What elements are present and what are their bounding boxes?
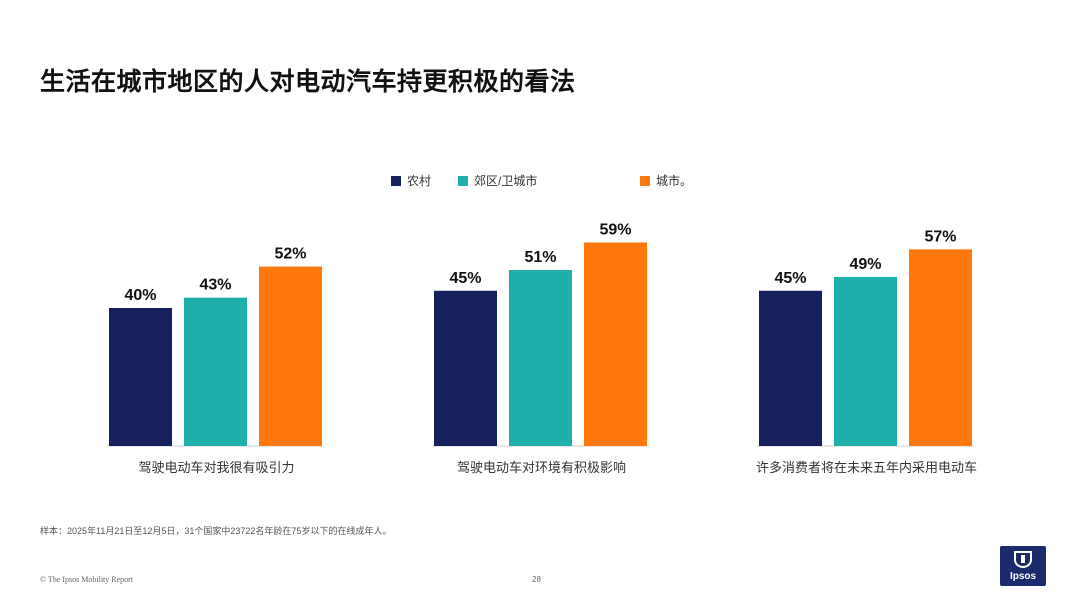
legend-swatch-urban <box>640 175 650 186</box>
legend-item-urban: 城市。 <box>640 172 692 189</box>
ipsos-logo: Ipsos <box>1000 546 1046 586</box>
legend-item-suburban: 郊区/卫城市 <box>458 172 537 189</box>
bar-suburban-1 <box>509 270 572 446</box>
data-label-urban-2: 57% <box>924 228 956 245</box>
bar-rural-2 <box>759 290 822 446</box>
page-title: 生活在城市地区的人对电动汽车持更积极的看法 <box>40 68 576 96</box>
legend-swatch-rural <box>391 175 401 186</box>
bar-urban-1 <box>584 242 647 446</box>
legend-item-rural: 农村 <box>391 172 431 189</box>
legend: 农村 郊区/卫城市 城市。 <box>0 172 1080 192</box>
category-label-0: 驾驶电动车对我很有吸引力 <box>138 460 294 475</box>
legend-label-suburban: 郊区/卫城市 <box>474 174 538 188</box>
bar-urban-0 <box>259 266 322 446</box>
data-label-urban-0: 52% <box>274 246 306 263</box>
data-label-suburban-2: 49% <box>849 256 881 273</box>
category-label-2: 许多消费者将在未来五年内采用电动车 <box>756 460 977 475</box>
data-label-urban-1: 59% <box>599 221 631 238</box>
legend-swatch-suburban <box>458 175 468 186</box>
bar-suburban-2 <box>834 276 897 446</box>
page-number: 28 <box>532 575 541 584</box>
legend-label-urban: 城市。 <box>656 174 693 188</box>
data-label-suburban-0: 43% <box>199 277 231 294</box>
legend-label-rural: 农村 <box>407 174 432 188</box>
bar-suburban-0 <box>184 297 247 446</box>
ipsos-logo-text: Ipsos <box>1009 571 1037 582</box>
source-note: 样本：2025年11月21日至12月5日，31个国家中23722名年龄在75岁以… <box>40 526 392 536</box>
data-label-rural-2: 45% <box>774 270 806 287</box>
data-label-rural-1: 45% <box>449 270 481 287</box>
data-label-rural-0: 40% <box>124 287 156 304</box>
ipsos-logo-mark-icon <box>1014 551 1032 568</box>
bar-rural-1 <box>434 290 497 446</box>
footer-copyright: © The Ipsos Mobility Report <box>40 575 134 584</box>
data-label-suburban-1: 51% <box>524 249 556 266</box>
bar-rural-0 <box>109 308 172 446</box>
category-label-1: 驾驶电动车对环境有积极影响 <box>457 460 626 475</box>
bar-urban-2 <box>909 249 972 446</box>
